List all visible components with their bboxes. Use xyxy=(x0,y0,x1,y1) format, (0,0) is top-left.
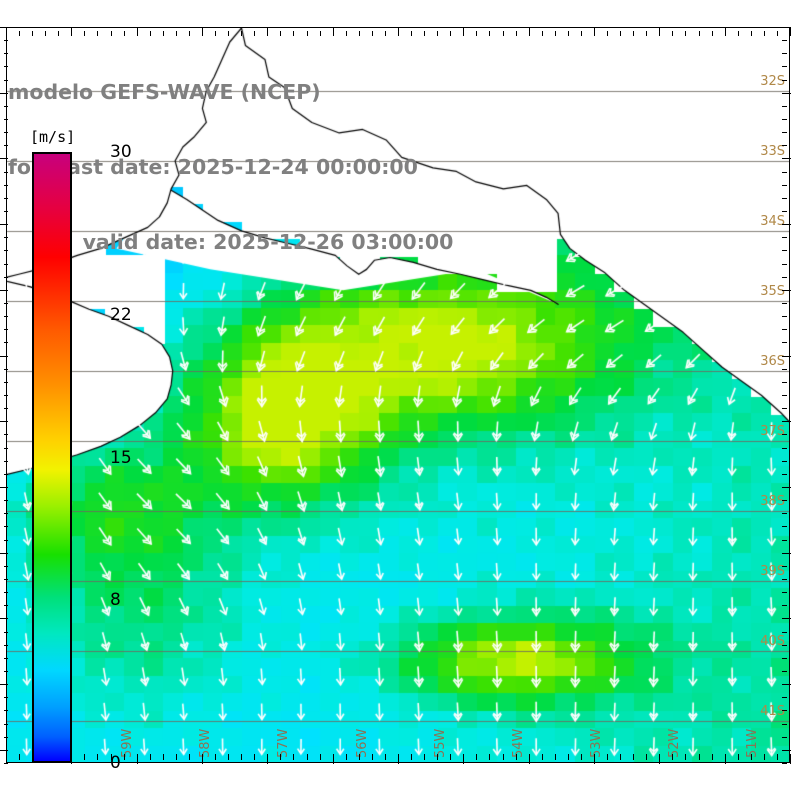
colorbar-tick-22: 22 xyxy=(110,304,132,325)
colorbar-tick-8: 8 xyxy=(110,590,121,611)
colorbar-unit-label: [m/s] xyxy=(30,128,76,146)
map-plot-area[interactable]: 60W59W58W57W56W55W54W53W52W51W32S33S34S3… xyxy=(6,27,790,763)
chart-title-block: modelo GEFS-WAVE (NCEP) forecast date: 2… xyxy=(8,30,528,305)
colorbar-gradient xyxy=(32,152,72,763)
title-valid-line: valid date: 2025-12-26 03:00:00 xyxy=(82,230,454,254)
colorbar-tick-30: 30 xyxy=(110,142,132,162)
title-model-line: modelo GEFS-WAVE (NCEP) xyxy=(8,80,321,104)
colorbar-tick-15: 15 xyxy=(110,447,132,468)
wind-speed-field-canvas xyxy=(7,28,789,762)
title-forecast-line: forecast date: 2025-12-24 00:00:00 xyxy=(8,155,418,179)
colorbar[interactable]: 30 22 15 8 0 xyxy=(32,142,132,773)
colorbar-tick-0: 0 xyxy=(110,753,121,773)
